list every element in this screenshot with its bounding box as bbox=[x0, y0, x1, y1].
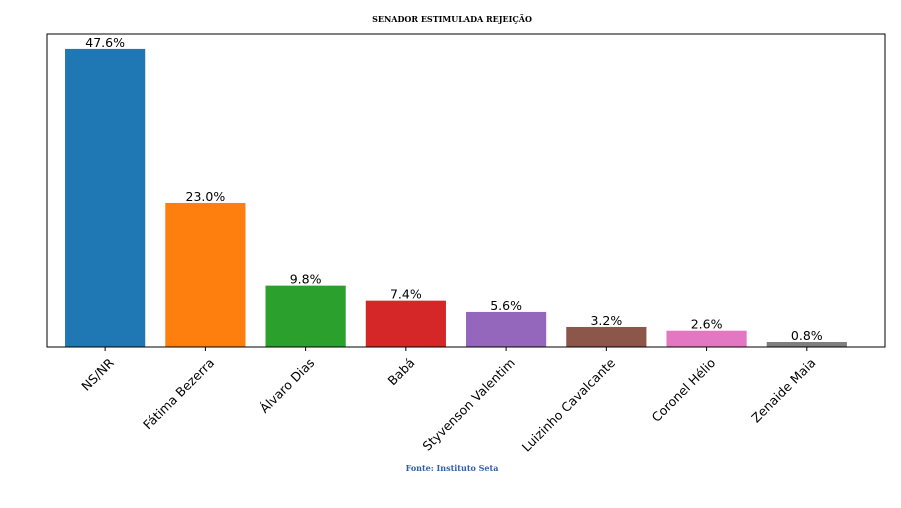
bar-0 bbox=[65, 48, 146, 348]
value-label-7: 0.8% bbox=[791, 328, 823, 343]
plot-frame bbox=[46, 33, 886, 348]
x-tick-label-6: Coronel Hélio bbox=[649, 355, 719, 425]
x-tick-label-2: Álvaro Dias bbox=[257, 355, 318, 416]
value-label-0: 47.6% bbox=[85, 35, 125, 50]
value-labels-group: 47.6% 23.0% 9.8% 7.4% 5.6% 3.2% 2.6% 0.8% bbox=[85, 35, 823, 343]
x-tick-label-0: NS/NR bbox=[78, 355, 117, 394]
bar-4 bbox=[466, 311, 547, 347]
bar-5 bbox=[566, 326, 647, 347]
bar-7 bbox=[766, 341, 847, 347]
value-label-6: 2.6% bbox=[691, 317, 723, 332]
x-ticks-group bbox=[104, 347, 808, 351]
x-tick-label-5: Luizinho Cavalcante bbox=[519, 355, 619, 455]
x-tick-label-4: Styvenson Valentim bbox=[419, 355, 517, 453]
value-label-4: 5.6% bbox=[490, 298, 522, 313]
chart-source: Fonte: Instituto Seta bbox=[406, 463, 499, 473]
bar-6 bbox=[666, 330, 747, 347]
x-tick-label-3: Babá bbox=[384, 355, 417, 388]
chart-title: SENADOR ESTIMULADA REJEIÇÃO bbox=[372, 14, 532, 24]
x-tick-labels-group: NS/NR Fátima Bezerra Álvaro Dias Babá Styven… bbox=[78, 355, 818, 455]
value-label-3: 7.4% bbox=[390, 287, 422, 302]
bar-3 bbox=[365, 300, 446, 347]
x-tick-label-1: Fátima Bezerra bbox=[140, 355, 217, 432]
value-label-5: 3.2% bbox=[590, 313, 622, 328]
bar-1 bbox=[165, 202, 246, 347]
value-label-1: 23.0% bbox=[186, 189, 226, 204]
value-label-2: 9.8% bbox=[290, 272, 322, 287]
x-tick-label-7: Zenaide Maia bbox=[748, 355, 818, 425]
bar-2 bbox=[265, 285, 346, 347]
bars-group bbox=[65, 48, 847, 348]
